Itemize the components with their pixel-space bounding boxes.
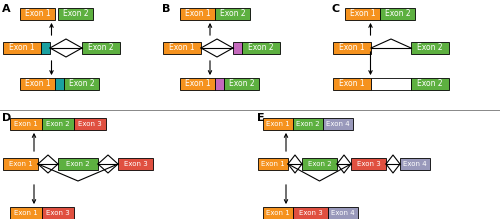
FancyBboxPatch shape (263, 118, 293, 130)
Text: Exon 1: Exon 1 (266, 121, 290, 127)
Text: Exon 2: Exon 2 (220, 9, 246, 18)
Text: Exon 1: Exon 1 (261, 161, 285, 167)
FancyBboxPatch shape (258, 158, 288, 170)
Text: D: D (2, 113, 11, 123)
FancyBboxPatch shape (233, 42, 242, 54)
FancyBboxPatch shape (293, 207, 328, 219)
FancyBboxPatch shape (224, 78, 259, 90)
Text: Exon 1: Exon 1 (14, 210, 38, 216)
FancyBboxPatch shape (371, 78, 411, 90)
FancyBboxPatch shape (180, 78, 215, 90)
FancyBboxPatch shape (20, 8, 55, 20)
Text: Exon 2: Exon 2 (66, 161, 90, 167)
Text: Exon 1: Exon 1 (339, 79, 365, 88)
Text: Exon 2: Exon 2 (417, 79, 443, 88)
Text: Exon 1: Exon 1 (339, 44, 365, 53)
FancyBboxPatch shape (42, 118, 74, 130)
Text: Exon 1: Exon 1 (24, 9, 50, 18)
FancyBboxPatch shape (351, 158, 386, 170)
FancyBboxPatch shape (333, 42, 371, 54)
FancyBboxPatch shape (10, 118, 42, 130)
FancyBboxPatch shape (42, 207, 74, 219)
Text: Exon 1: Exon 1 (350, 9, 376, 18)
FancyBboxPatch shape (215, 78, 224, 90)
FancyBboxPatch shape (411, 78, 449, 90)
Text: Exon 3: Exon 3 (46, 210, 70, 216)
FancyBboxPatch shape (10, 207, 42, 219)
FancyBboxPatch shape (242, 42, 280, 54)
Text: B: B (162, 4, 170, 14)
FancyBboxPatch shape (3, 158, 38, 170)
Text: Exon 2: Exon 2 (62, 9, 88, 18)
FancyBboxPatch shape (380, 8, 415, 20)
Text: Exon 1: Exon 1 (8, 161, 32, 167)
Text: Exon 4: Exon 4 (331, 210, 355, 216)
Text: Exon 1: Exon 1 (14, 121, 38, 127)
Text: E: E (257, 113, 264, 123)
Text: Exon 1: Exon 1 (184, 79, 210, 88)
Text: Exon 3: Exon 3 (124, 161, 148, 167)
FancyBboxPatch shape (263, 207, 293, 219)
FancyBboxPatch shape (328, 207, 358, 219)
Text: Exon 2: Exon 2 (46, 121, 70, 127)
FancyBboxPatch shape (163, 42, 201, 54)
Text: Exon 3: Exon 3 (298, 210, 322, 216)
Text: Exon 2: Exon 2 (228, 79, 254, 88)
Text: Exon 4: Exon 4 (403, 161, 427, 167)
FancyBboxPatch shape (3, 42, 41, 54)
Text: Exon 2: Exon 2 (68, 79, 94, 88)
FancyBboxPatch shape (74, 118, 106, 130)
Text: Exon 1: Exon 1 (169, 44, 195, 53)
Text: Exon 1: Exon 1 (184, 9, 210, 18)
Text: Exon 2: Exon 2 (88, 44, 114, 53)
Text: Exon 2: Exon 2 (248, 44, 274, 53)
Text: Exon 3: Exon 3 (78, 121, 102, 127)
FancyBboxPatch shape (58, 158, 98, 170)
Text: Exon 2: Exon 2 (308, 161, 332, 167)
FancyBboxPatch shape (345, 8, 380, 20)
FancyBboxPatch shape (118, 158, 153, 170)
FancyBboxPatch shape (180, 8, 215, 20)
FancyBboxPatch shape (64, 78, 99, 90)
Text: Exon 4: Exon 4 (326, 121, 350, 127)
FancyBboxPatch shape (302, 158, 337, 170)
FancyBboxPatch shape (293, 118, 323, 130)
FancyBboxPatch shape (82, 42, 120, 54)
FancyBboxPatch shape (215, 8, 250, 20)
Text: Exon 1: Exon 1 (24, 79, 50, 88)
FancyBboxPatch shape (411, 42, 449, 54)
FancyBboxPatch shape (20, 78, 55, 90)
Text: Exon 2: Exon 2 (384, 9, 410, 18)
Text: Exon 1: Exon 1 (266, 210, 290, 216)
FancyBboxPatch shape (55, 78, 64, 90)
FancyBboxPatch shape (400, 158, 430, 170)
FancyBboxPatch shape (58, 8, 93, 20)
Text: Exon 2: Exon 2 (417, 44, 443, 53)
FancyBboxPatch shape (333, 78, 371, 90)
Text: A: A (2, 4, 10, 14)
Text: Exon 2: Exon 2 (296, 121, 320, 127)
Text: Exon 1: Exon 1 (9, 44, 35, 53)
Text: C: C (332, 4, 340, 14)
FancyBboxPatch shape (323, 118, 353, 130)
FancyBboxPatch shape (41, 42, 50, 54)
Text: Exon 3: Exon 3 (356, 161, 380, 167)
